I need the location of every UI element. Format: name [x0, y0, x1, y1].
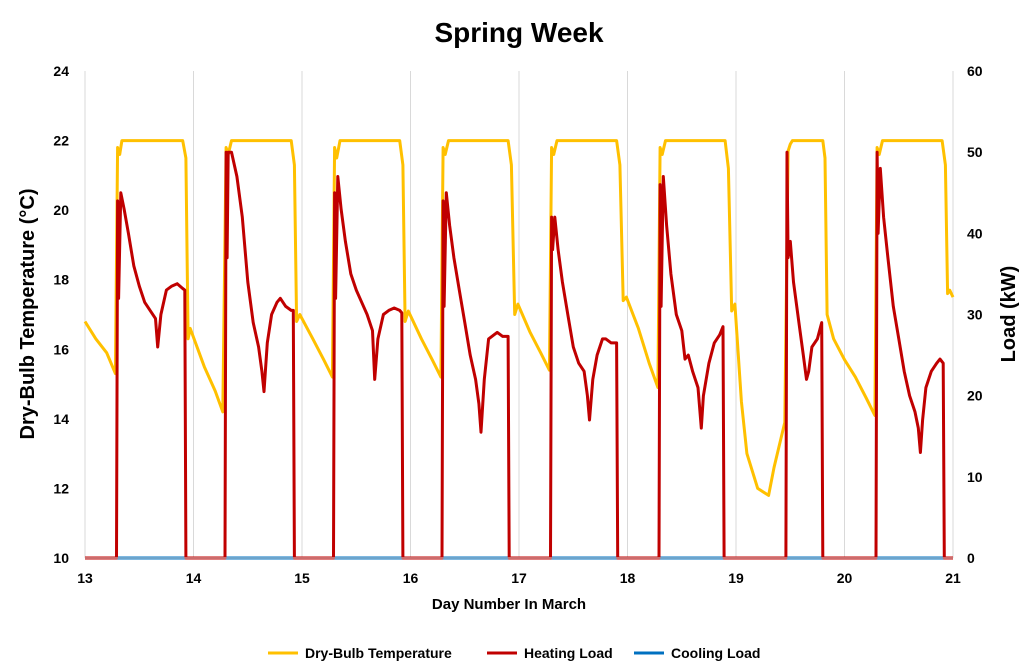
x-tick-label: 19 [728, 570, 744, 586]
y-right-tick-label: 50 [967, 144, 983, 160]
chart-gridlines [84, 71, 954, 558]
y-right-tick-label: 10 [967, 469, 983, 485]
x-axis-title: Day Number In March [432, 596, 586, 613]
y-right-tick-label: 60 [967, 63, 983, 79]
y-left-tick-label: 14 [53, 411, 69, 427]
y-axis-right-title: Load (kW) [998, 266, 1020, 363]
series-line-dry-bulb-temperature [83, 139, 955, 497]
y-right-tick-label: 20 [967, 388, 983, 404]
x-tick-label: 21 [945, 570, 961, 586]
legend-label-cooling-load: Cooling Load [671, 645, 760, 661]
y-left-tick-label: 24 [53, 63, 69, 79]
y-left-tick-label: 10 [53, 550, 69, 566]
y-left-tick-label: 16 [53, 341, 69, 357]
legend-label-dry-bulb-temperature: Dry-Bulb Temperature [305, 645, 452, 661]
x-tick-label: 15 [294, 570, 310, 586]
x-tick-label: 18 [620, 570, 636, 586]
x-tick-label: 13 [77, 570, 93, 586]
y-right-tick-label: 0 [967, 550, 975, 566]
y-left-tick-label: 20 [53, 202, 69, 218]
series-line-heating-load [85, 150, 953, 560]
left-axis-ticks: 10 12 14 16 18 20 22 24 [53, 63, 69, 566]
chart-legend: Dry-Bulb Temperature Heating Load Cooling … [268, 645, 760, 661]
x-axis-ticks: 13 14 15 16 17 18 19 20 21 [77, 570, 961, 586]
x-tick-label: 14 [186, 570, 202, 586]
y-axis-left-title: Dry-Bulb Temperature (°C) [17, 189, 39, 440]
x-tick-label: 16 [403, 570, 419, 586]
x-tick-label: 20 [837, 570, 853, 586]
y-left-tick-label: 18 [53, 272, 69, 288]
y-right-tick-label: 30 [967, 307, 983, 323]
right-axis-ticks: 0 10 20 30 40 50 60 [967, 63, 983, 566]
x-tick-label: 17 [511, 570, 527, 586]
y-left-tick-label: 12 [53, 480, 69, 496]
legend-label-heating-load: Heating Load [524, 645, 613, 661]
y-left-tick-label: 22 [53, 133, 69, 149]
chart-title: Spring Week [434, 17, 604, 48]
y-right-tick-label: 40 [967, 225, 983, 241]
